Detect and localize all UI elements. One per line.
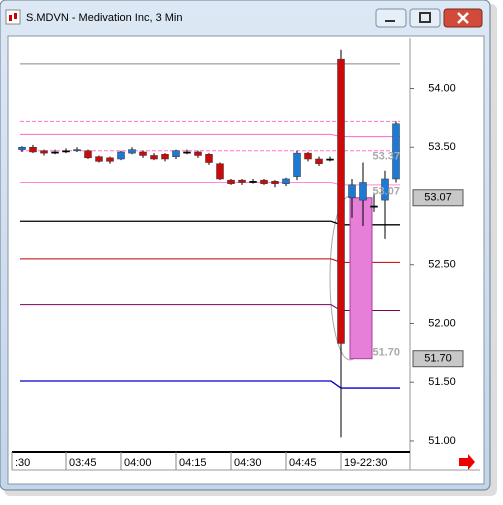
candle-body	[359, 182, 367, 201]
app-icon	[5, 9, 21, 25]
scroll-arrow[interactable]	[459, 454, 475, 470]
level-line	[20, 181, 400, 186]
x-tick-label: 03:45	[69, 457, 97, 469]
y-tick-label: 53.50	[428, 141, 456, 153]
level-line	[20, 133, 400, 138]
price-label: 51.70	[372, 347, 400, 359]
candle-body	[392, 123, 400, 180]
candle-body	[172, 150, 180, 157]
candle-body	[205, 154, 213, 163]
y-tick-label: 51.00	[428, 435, 456, 447]
candle-body	[304, 152, 312, 160]
x-tick-label: 04:30	[234, 457, 262, 469]
maximize-icon	[419, 12, 431, 23]
candle-body	[161, 154, 169, 160]
candle-body	[18, 147, 26, 150]
axis-marker-box	[412, 350, 464, 368]
candle-body	[139, 151, 147, 156]
level-line	[20, 380, 400, 389]
candle-body	[84, 150, 92, 159]
candle-body	[370, 205, 378, 208]
candle-body	[227, 179, 235, 184]
candle-body	[337, 58, 345, 344]
candle-body	[128, 149, 136, 154]
candle-body	[260, 179, 268, 184]
price-label: 53.37	[372, 150, 400, 162]
candle-body	[29, 147, 37, 153]
highlight-bar	[349, 197, 373, 360]
candle-body	[62, 150, 70, 153]
candle-body	[73, 149, 81, 152]
y-tick-label: 52.00	[428, 317, 456, 329]
candle-body	[348, 184, 356, 199]
candle-body	[95, 156, 103, 162]
x-tick-label: :30	[15, 457, 30, 469]
icon-bar	[9, 15, 12, 21]
x-tick-label: 04:15	[179, 457, 207, 469]
candle-body	[40, 150, 48, 154]
candle-body	[194, 151, 202, 156]
icon-bar	[14, 13, 17, 19]
candle-body	[183, 151, 191, 154]
candle-body	[106, 157, 114, 162]
candle-body	[249, 181, 257, 183]
minimize-icon	[385, 20, 395, 22]
candle-body	[216, 163, 224, 180]
candle-body	[150, 155, 158, 160]
y-tick-label: 54.00	[428, 82, 456, 94]
candle-body	[293, 152, 301, 177]
axis-marker-label: 51.70	[424, 353, 452, 365]
candle-body	[117, 151, 125, 160]
price-label: 53.07	[372, 186, 400, 198]
maximize-button[interactable]	[409, 8, 441, 28]
candle-body	[238, 179, 246, 183]
y-tick-label: 51.50	[428, 376, 456, 388]
x-tick-label: 04:00	[124, 457, 152, 469]
window-title: S.MDVN - Medivation Inc, 3 Min	[26, 12, 183, 24]
minimize-button[interactable]	[375, 8, 407, 28]
candle-body	[381, 178, 389, 201]
axis-marker-box	[412, 189, 464, 207]
y-tick-label: 52.50	[428, 259, 456, 271]
x-tick-label: 19-22:30	[344, 457, 387, 469]
axis-marker-label: 53.07	[424, 192, 452, 204]
candle-body	[282, 178, 290, 184]
candle-body	[326, 158, 334, 161]
candle-body	[51, 151, 59, 154]
close-icon	[457, 12, 469, 24]
candle-body	[271, 181, 279, 184]
x-tick-label: 04:45	[289, 457, 317, 469]
candle-body	[315, 158, 323, 164]
